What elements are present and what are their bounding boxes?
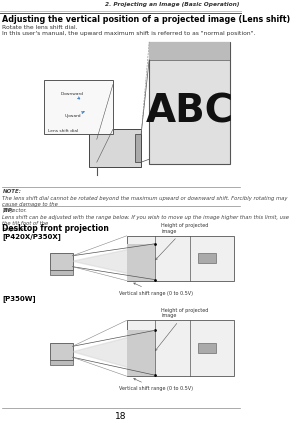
Bar bbox=[50, 253, 73, 270]
Text: Upward: Upward bbox=[64, 112, 84, 118]
Text: The lens shift dial cannot be rotated beyond the maximum upward or downward shif: The lens shift dial cannot be rotated be… bbox=[2, 196, 288, 213]
Text: Rotate the lens shift dial.: Rotate the lens shift dial. bbox=[2, 25, 78, 30]
Text: TIP:: TIP: bbox=[2, 208, 14, 213]
Text: Adjusting the vertical position of a projected image (Lens shift): Adjusting the vertical position of a pro… bbox=[2, 15, 291, 24]
Bar bbox=[89, 129, 141, 167]
Text: Height of projected
image: Height of projected image bbox=[155, 223, 209, 260]
Bar bbox=[199, 253, 216, 263]
Text: Downward: Downward bbox=[61, 91, 83, 99]
Bar bbox=[149, 42, 230, 164]
Bar bbox=[44, 80, 113, 135]
Text: ABC: ABC bbox=[146, 93, 234, 131]
Text: Vertical shift range (0 to 0.5V): Vertical shift range (0 to 0.5V) bbox=[118, 379, 193, 391]
Bar bbox=[50, 343, 73, 360]
Bar bbox=[127, 321, 234, 376]
Bar bbox=[50, 270, 73, 275]
Text: Lens shift can be adjusted with the range below. If you wish to move up the imag: Lens shift can be adjusted with the rang… bbox=[2, 215, 289, 231]
Bar bbox=[199, 343, 216, 353]
Text: 2. Projecting an Image (Basic Operation): 2. Projecting an Image (Basic Operation) bbox=[105, 2, 239, 7]
Text: Desktop front projection: Desktop front projection bbox=[2, 224, 109, 233]
Text: [P350W]: [P350W] bbox=[2, 296, 36, 302]
Bar bbox=[127, 236, 234, 280]
Text: Height of projected
image: Height of projected image bbox=[155, 308, 209, 351]
Bar bbox=[127, 244, 155, 280]
Text: [P420X/P350X]: [P420X/P350X] bbox=[2, 233, 61, 240]
Bar bbox=[149, 42, 230, 60]
Bar bbox=[135, 135, 141, 162]
Bar bbox=[50, 360, 73, 365]
Text: Lens shift dial: Lens shift dial bbox=[48, 129, 79, 133]
Polygon shape bbox=[73, 244, 155, 280]
Text: 18: 18 bbox=[115, 412, 127, 421]
Text: In this user's manual, the upward maximum shift is referred to as "normal positi: In this user's manual, the upward maximu… bbox=[2, 31, 256, 36]
Bar bbox=[127, 330, 155, 376]
Polygon shape bbox=[73, 330, 155, 375]
Text: NOTE:: NOTE: bbox=[2, 189, 21, 194]
Text: Vertical shift range (0 to 0.5V): Vertical shift range (0 to 0.5V) bbox=[118, 283, 193, 296]
